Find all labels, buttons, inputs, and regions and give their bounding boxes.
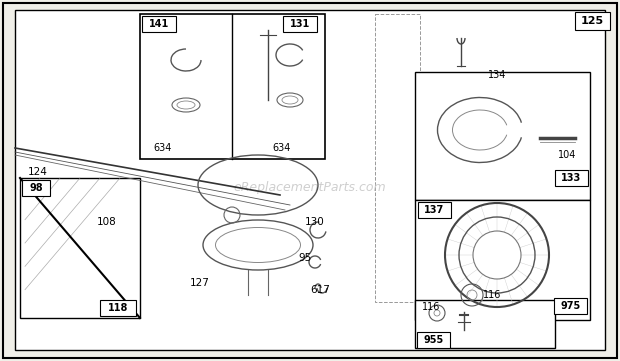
Text: 95: 95 <box>298 253 311 263</box>
Text: 118: 118 <box>108 303 128 313</box>
Bar <box>555 170 588 186</box>
Text: 116: 116 <box>483 290 502 300</box>
Text: 130: 130 <box>305 217 325 227</box>
Bar <box>375 14 420 302</box>
Bar <box>575 12 610 30</box>
Text: 141: 141 <box>149 19 169 29</box>
Bar <box>417 332 450 348</box>
Text: 116: 116 <box>422 302 440 312</box>
Text: 955: 955 <box>423 335 444 345</box>
Text: 131: 131 <box>290 19 310 29</box>
Text: 134: 134 <box>488 70 507 80</box>
Bar <box>283 16 317 32</box>
Text: eReplacementParts.com: eReplacementParts.com <box>234 182 386 195</box>
Bar <box>418 202 451 218</box>
Bar <box>22 180 50 196</box>
Bar <box>142 16 176 32</box>
Bar <box>100 300 136 316</box>
Text: 634: 634 <box>153 143 171 153</box>
Bar <box>415 200 590 320</box>
Text: 634: 634 <box>272 143 290 153</box>
Text: 125: 125 <box>581 16 604 26</box>
Text: 127: 127 <box>190 278 210 288</box>
Text: 104: 104 <box>558 150 577 160</box>
Bar <box>554 298 587 314</box>
Text: 108: 108 <box>97 217 117 227</box>
Bar <box>20 178 140 318</box>
Bar <box>140 14 325 159</box>
Text: 98: 98 <box>29 183 43 193</box>
Text: 975: 975 <box>560 301 580 311</box>
Text: 124: 124 <box>28 167 48 177</box>
Bar <box>415 72 590 200</box>
Text: 137: 137 <box>424 205 445 215</box>
Text: 133: 133 <box>561 173 582 183</box>
Text: 617: 617 <box>310 285 330 295</box>
Bar <box>415 300 555 348</box>
